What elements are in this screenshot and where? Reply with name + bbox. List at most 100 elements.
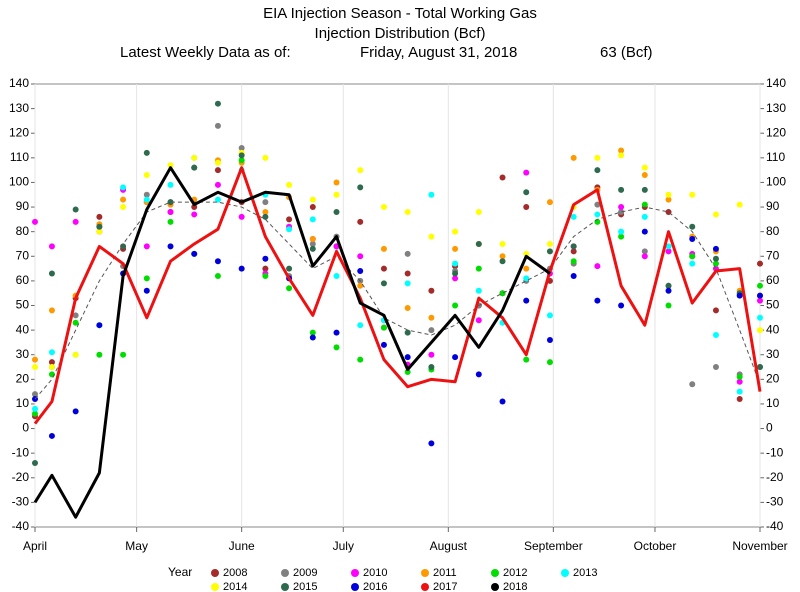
x-tick-label: September: [524, 539, 583, 553]
data-point: [404, 250, 411, 257]
data-point: [309, 236, 316, 243]
y-tick-label: 100: [9, 175, 29, 189]
chart-title: EIA Injection Season - Total Working Gas: [263, 5, 537, 22]
data-point: [238, 157, 245, 164]
data-point: [309, 329, 316, 336]
data-point: [546, 359, 553, 366]
data-point: [757, 327, 763, 334]
data-point: [262, 199, 269, 206]
legend-title: Year: [168, 565, 192, 579]
data-point: [594, 201, 601, 208]
data-point: [214, 272, 221, 279]
data-point: [452, 245, 459, 252]
legend-label: 2010: [363, 567, 387, 579]
data-point: [48, 349, 55, 356]
data-point: [48, 364, 55, 371]
legend-label: 2016: [363, 581, 387, 592]
data-point: [32, 218, 38, 225]
data-point: [475, 265, 482, 272]
data-point: [96, 213, 103, 220]
data-point: [523, 356, 530, 363]
y2-tick-label: 120: [766, 125, 786, 139]
data-point: [214, 159, 221, 166]
data-point: [214, 196, 221, 203]
data-point: [214, 100, 221, 107]
data-point: [380, 265, 387, 272]
y2-tick-label: 50: [766, 298, 780, 312]
legend-swatch: [561, 569, 569, 577]
data-point: [191, 164, 198, 171]
data-point: [523, 169, 530, 176]
legend-label: 2011: [433, 567, 457, 579]
legend-swatch: [421, 569, 429, 577]
data-point: [380, 341, 387, 348]
y2-tick-label: -10: [766, 445, 784, 459]
y-tick-label: 40: [16, 322, 30, 336]
data-point: [167, 218, 174, 225]
data-point: [167, 208, 174, 215]
y-tick-label: 60: [16, 273, 30, 287]
data-point: [641, 213, 648, 220]
data-point: [523, 189, 530, 196]
data-point: [618, 228, 625, 235]
data-point: [499, 174, 506, 181]
data-point: [214, 258, 221, 265]
y-tick-label: 30: [16, 347, 30, 361]
data-point: [546, 312, 553, 319]
data-point: [665, 287, 672, 294]
data-point: [618, 147, 625, 154]
data-point: [262, 213, 269, 220]
data-point: [570, 243, 577, 250]
data-point: [143, 243, 150, 250]
data-point: [689, 260, 696, 267]
data-point: [712, 364, 719, 371]
data-point: [428, 233, 435, 240]
data-point: [309, 245, 316, 252]
legend-label: 2017: [433, 581, 457, 592]
data-point: [757, 314, 763, 321]
data-point: [546, 240, 553, 247]
data-point: [72, 319, 79, 326]
legend-swatch: [211, 569, 219, 577]
legend-label: 2008: [223, 567, 247, 579]
data-point: [357, 167, 364, 174]
data-point: [594, 167, 601, 174]
annotation-label: Latest Weekly Data as of:: [120, 44, 291, 61]
data-point: [309, 204, 316, 211]
data-point: [333, 191, 340, 198]
data-point: [286, 226, 293, 233]
data-point: [357, 322, 364, 329]
data-point: [333, 329, 340, 336]
data-point: [167, 199, 174, 206]
data-point: [665, 191, 672, 198]
y-tick-label: 130: [9, 101, 29, 115]
data-point: [262, 265, 269, 272]
data-point: [475, 208, 482, 215]
data-point: [214, 167, 221, 174]
data-point: [309, 240, 316, 247]
data-point: [357, 282, 364, 289]
data-point: [404, 304, 411, 311]
legend-swatch: [281, 583, 289, 591]
data-point: [286, 216, 293, 223]
y2-tick-label: 130: [766, 101, 786, 115]
data-point: [333, 208, 340, 215]
data-point: [570, 272, 577, 279]
y-tick-label: 90: [16, 199, 30, 213]
data-point: [214, 181, 221, 188]
y-tick-label: 70: [16, 248, 30, 262]
annotation-date: Friday, August 31, 2018: [360, 44, 517, 61]
y2-tick-label: 140: [766, 76, 786, 90]
legend-label: 2018: [503, 581, 527, 592]
data-point: [143, 287, 150, 294]
data-point: [214, 122, 221, 129]
y-tick-label: -30: [12, 495, 30, 509]
data-point: [499, 290, 506, 297]
data-point: [32, 405, 38, 412]
y2-tick-label: 30: [766, 347, 780, 361]
data-point: [262, 154, 269, 161]
data-point: [357, 218, 364, 225]
data-point: [72, 351, 79, 358]
data-point: [120, 243, 127, 250]
data-point: [641, 253, 648, 260]
